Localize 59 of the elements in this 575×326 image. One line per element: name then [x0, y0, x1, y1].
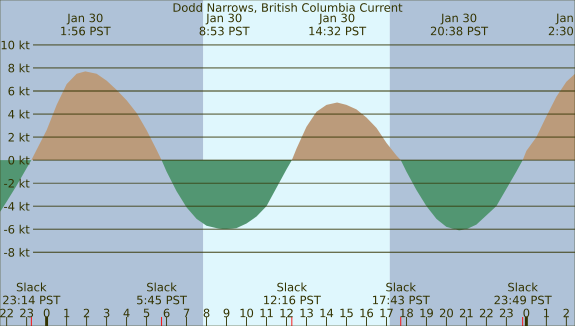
annotation: 2:30 [548, 26, 574, 36]
x-tick-label: 21 [460, 308, 473, 318]
y-tick-label: -8 kt [4, 248, 30, 257]
x-tick-label: 17 [380, 308, 393, 318]
x-tick-label: 22 [480, 308, 493, 318]
y-tick-label: -2 kt [4, 178, 30, 188]
y-tick-label: 2 kt [8, 132, 30, 142]
x-tick-label: 23 [500, 308, 513, 318]
annotation: 20:38 PST [430, 26, 488, 36]
x-tick-label: 6 [164, 308, 170, 318]
x-tick-label: 18 [400, 308, 413, 318]
x-tick-label: 0 [44, 308, 50, 318]
y-tick-label: -6 kt [4, 224, 30, 234]
x-tick-label: 22 [0, 308, 13, 318]
annotation: Slack [147, 282, 177, 292]
x-tick-label: 1 [544, 308, 549, 318]
annotation: 5:45 PST [137, 296, 187, 304]
x-tick-label: 5 [144, 308, 150, 318]
annotation: 12:16 PST [264, 296, 321, 304]
x-tick-label: 10 [240, 308, 254, 318]
x-tick-label: 7 [184, 308, 190, 318]
x-tick-label: 12 [280, 308, 293, 318]
y-tick-label: 8 kt [8, 64, 30, 72]
annotation: 23:14 PST [3, 296, 60, 304]
annotation: Jan [555, 14, 573, 24]
y-tick-label: 10 kt [2, 40, 30, 50]
annotation: 23:49 PST [494, 296, 552, 304]
chart-title: Dodd Narrows, British Columbia Current [174, 2, 402, 14]
annotation: Slack [386, 282, 416, 292]
annotation: Jan 30 [206, 14, 242, 24]
x-tick-label: 1 [64, 308, 70, 318]
x-tick-label: 14 [320, 308, 334, 318]
x-tick-label: 8 [204, 308, 210, 318]
annotation: Slack [16, 282, 47, 292]
x-tick-label: 15 [340, 308, 353, 318]
x-tick-label: 19 [420, 308, 433, 318]
annotation: Slack [277, 282, 308, 292]
x-tick-label: 0 [523, 308, 530, 318]
x-tick-label: 2 [84, 308, 90, 318]
annotation: 8:53 PST [200, 26, 250, 36]
y-tick-label: 6 kt [8, 86, 30, 96]
annotation: Jan 30 [318, 14, 354, 24]
y-tick-label: 4 kt [8, 110, 30, 118]
annotation: 1:56 PST [61, 26, 111, 36]
x-tick-label: 3 [104, 308, 110, 318]
annotation: 17:43 PST [373, 296, 430, 304]
x-tick-label: 16 [360, 308, 374, 318]
annotation: Slack [508, 282, 538, 292]
annotation: 14:32 PST [309, 26, 366, 36]
x-tick-label: 11 [260, 308, 273, 318]
x-tick-label: 4 [124, 308, 130, 318]
x-tick-label: 23 [20, 308, 34, 318]
x-tick-label: 2 [564, 308, 569, 318]
annotation: Jan 30 [66, 14, 103, 24]
annotation: Jan 30 [440, 14, 476, 24]
x-tick-label: 13 [300, 308, 313, 318]
x-tick-label: 9 [224, 308, 230, 318]
y-tick-label: -4 kt [4, 202, 30, 211]
x-tick-label: 20 [440, 308, 453, 318]
